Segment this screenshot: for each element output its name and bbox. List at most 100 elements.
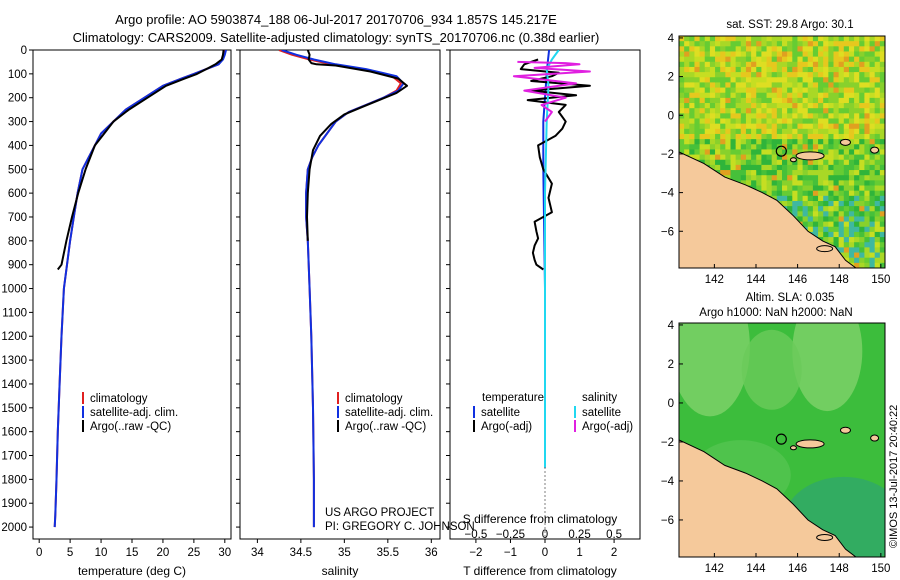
sst-cell bbox=[864, 87, 871, 94]
sst-cell bbox=[879, 262, 885, 268]
sst-cell bbox=[838, 118, 845, 125]
series-line-satellite bbox=[53, 50, 227, 528]
sst-cell bbox=[679, 66, 685, 73]
sst-cell bbox=[684, 72, 690, 78]
sst-cell bbox=[848, 97, 855, 104]
sst-cell bbox=[787, 56, 793, 63]
sst-cell bbox=[854, 154, 860, 161]
sst-cell bbox=[751, 128, 757, 135]
sst-cell bbox=[684, 133, 690, 140]
sst-cell bbox=[751, 51, 757, 58]
sst-cell bbox=[869, 175, 876, 181]
s-tick-label: −0.5 bbox=[465, 529, 488, 541]
sst-cell bbox=[874, 262, 881, 268]
sst-cell bbox=[859, 211, 865, 217]
sst-cell bbox=[797, 200, 804, 207]
sst-cell bbox=[720, 113, 726, 119]
sst-cell bbox=[679, 149, 685, 156]
sst-cell bbox=[766, 185, 773, 192]
sst-cell bbox=[740, 154, 747, 161]
sst-cell bbox=[745, 82, 752, 89]
sst-cell bbox=[694, 103, 701, 109]
sst-cell bbox=[704, 103, 711, 109]
sst-cell bbox=[792, 66, 798, 73]
sst-cell bbox=[745, 113, 752, 119]
map-field bbox=[679, 323, 885, 557]
sst-cell bbox=[787, 72, 793, 78]
sst-cell bbox=[864, 77, 871, 83]
sst-cell bbox=[771, 144, 778, 150]
sst-cell bbox=[879, 257, 885, 264]
sst-cell bbox=[715, 66, 721, 73]
sst-cell bbox=[771, 77, 778, 83]
sst-cell bbox=[818, 159, 824, 166]
sst-cell bbox=[843, 41, 850, 47]
sst-cell bbox=[745, 87, 752, 94]
sst-cell bbox=[735, 82, 742, 89]
sst-cell bbox=[782, 103, 788, 109]
y-tick-label: 1100 bbox=[2, 307, 27, 319]
sst-cell bbox=[694, 144, 701, 150]
sst-cell bbox=[745, 72, 752, 78]
sst-cell bbox=[782, 97, 788, 104]
sst-cell bbox=[864, 195, 871, 202]
sst-cell bbox=[776, 82, 783, 89]
sst-cell bbox=[699, 41, 706, 47]
sst-cell bbox=[879, 118, 885, 125]
sst-cell bbox=[730, 87, 737, 94]
sst-cell bbox=[833, 108, 840, 114]
sst-cell bbox=[761, 97, 768, 104]
sst-cell bbox=[848, 164, 855, 171]
sst-cell bbox=[725, 36, 731, 42]
y-tick-label: 600 bbox=[8, 188, 27, 200]
sst-cell bbox=[879, 216, 885, 223]
sst-cell bbox=[720, 108, 726, 114]
sst-cell bbox=[848, 128, 855, 135]
sst-cell bbox=[756, 41, 762, 47]
sst-cell bbox=[854, 103, 860, 109]
sst-cell bbox=[715, 103, 721, 109]
sst-cell bbox=[725, 66, 731, 73]
map-x-tick-label: 146 bbox=[788, 274, 807, 286]
sst-cell bbox=[797, 185, 804, 192]
sst-cell bbox=[787, 108, 793, 114]
sst-cell bbox=[709, 56, 716, 63]
sst-cell bbox=[807, 113, 814, 119]
y-tick-label: 100 bbox=[8, 69, 27, 81]
sst-cell bbox=[848, 242, 855, 248]
sst-cell bbox=[715, 133, 721, 140]
legend-label-s-argo: Argo(-adj) bbox=[582, 421, 633, 433]
sst-cell bbox=[709, 128, 716, 135]
sst-cell bbox=[740, 180, 747, 187]
sst-cell bbox=[730, 133, 737, 140]
sst-cell bbox=[864, 170, 871, 176]
x-tick-label: 20 bbox=[157, 547, 170, 559]
sst-cell bbox=[874, 170, 881, 176]
sst-cell bbox=[740, 128, 747, 135]
sst-cell bbox=[792, 56, 798, 63]
sst-cell bbox=[848, 247, 855, 254]
sst-cell bbox=[859, 123, 865, 130]
sst-cell bbox=[740, 170, 747, 176]
sst-cell bbox=[807, 56, 814, 63]
sst-cell bbox=[874, 206, 881, 212]
sst-cell bbox=[797, 206, 804, 212]
sst-cell bbox=[854, 262, 860, 268]
sst-cell bbox=[709, 149, 716, 156]
sst-cell bbox=[787, 113, 793, 119]
sst-cell bbox=[843, 180, 850, 187]
sst-cell bbox=[823, 164, 829, 171]
sst-cell bbox=[792, 97, 798, 104]
sst-cell bbox=[807, 128, 814, 135]
sst-cell bbox=[828, 61, 834, 68]
sst-cell bbox=[848, 72, 855, 78]
sst-cell bbox=[792, 159, 798, 166]
sst-cell bbox=[704, 56, 711, 63]
land-mass bbox=[679, 439, 857, 557]
sst-cell bbox=[771, 118, 778, 125]
sst-cell bbox=[869, 82, 876, 89]
sst-cell bbox=[828, 206, 834, 212]
sst-cell bbox=[725, 164, 731, 171]
map-y-tick-label: 0 bbox=[668, 398, 674, 410]
sst-cell bbox=[689, 128, 695, 135]
